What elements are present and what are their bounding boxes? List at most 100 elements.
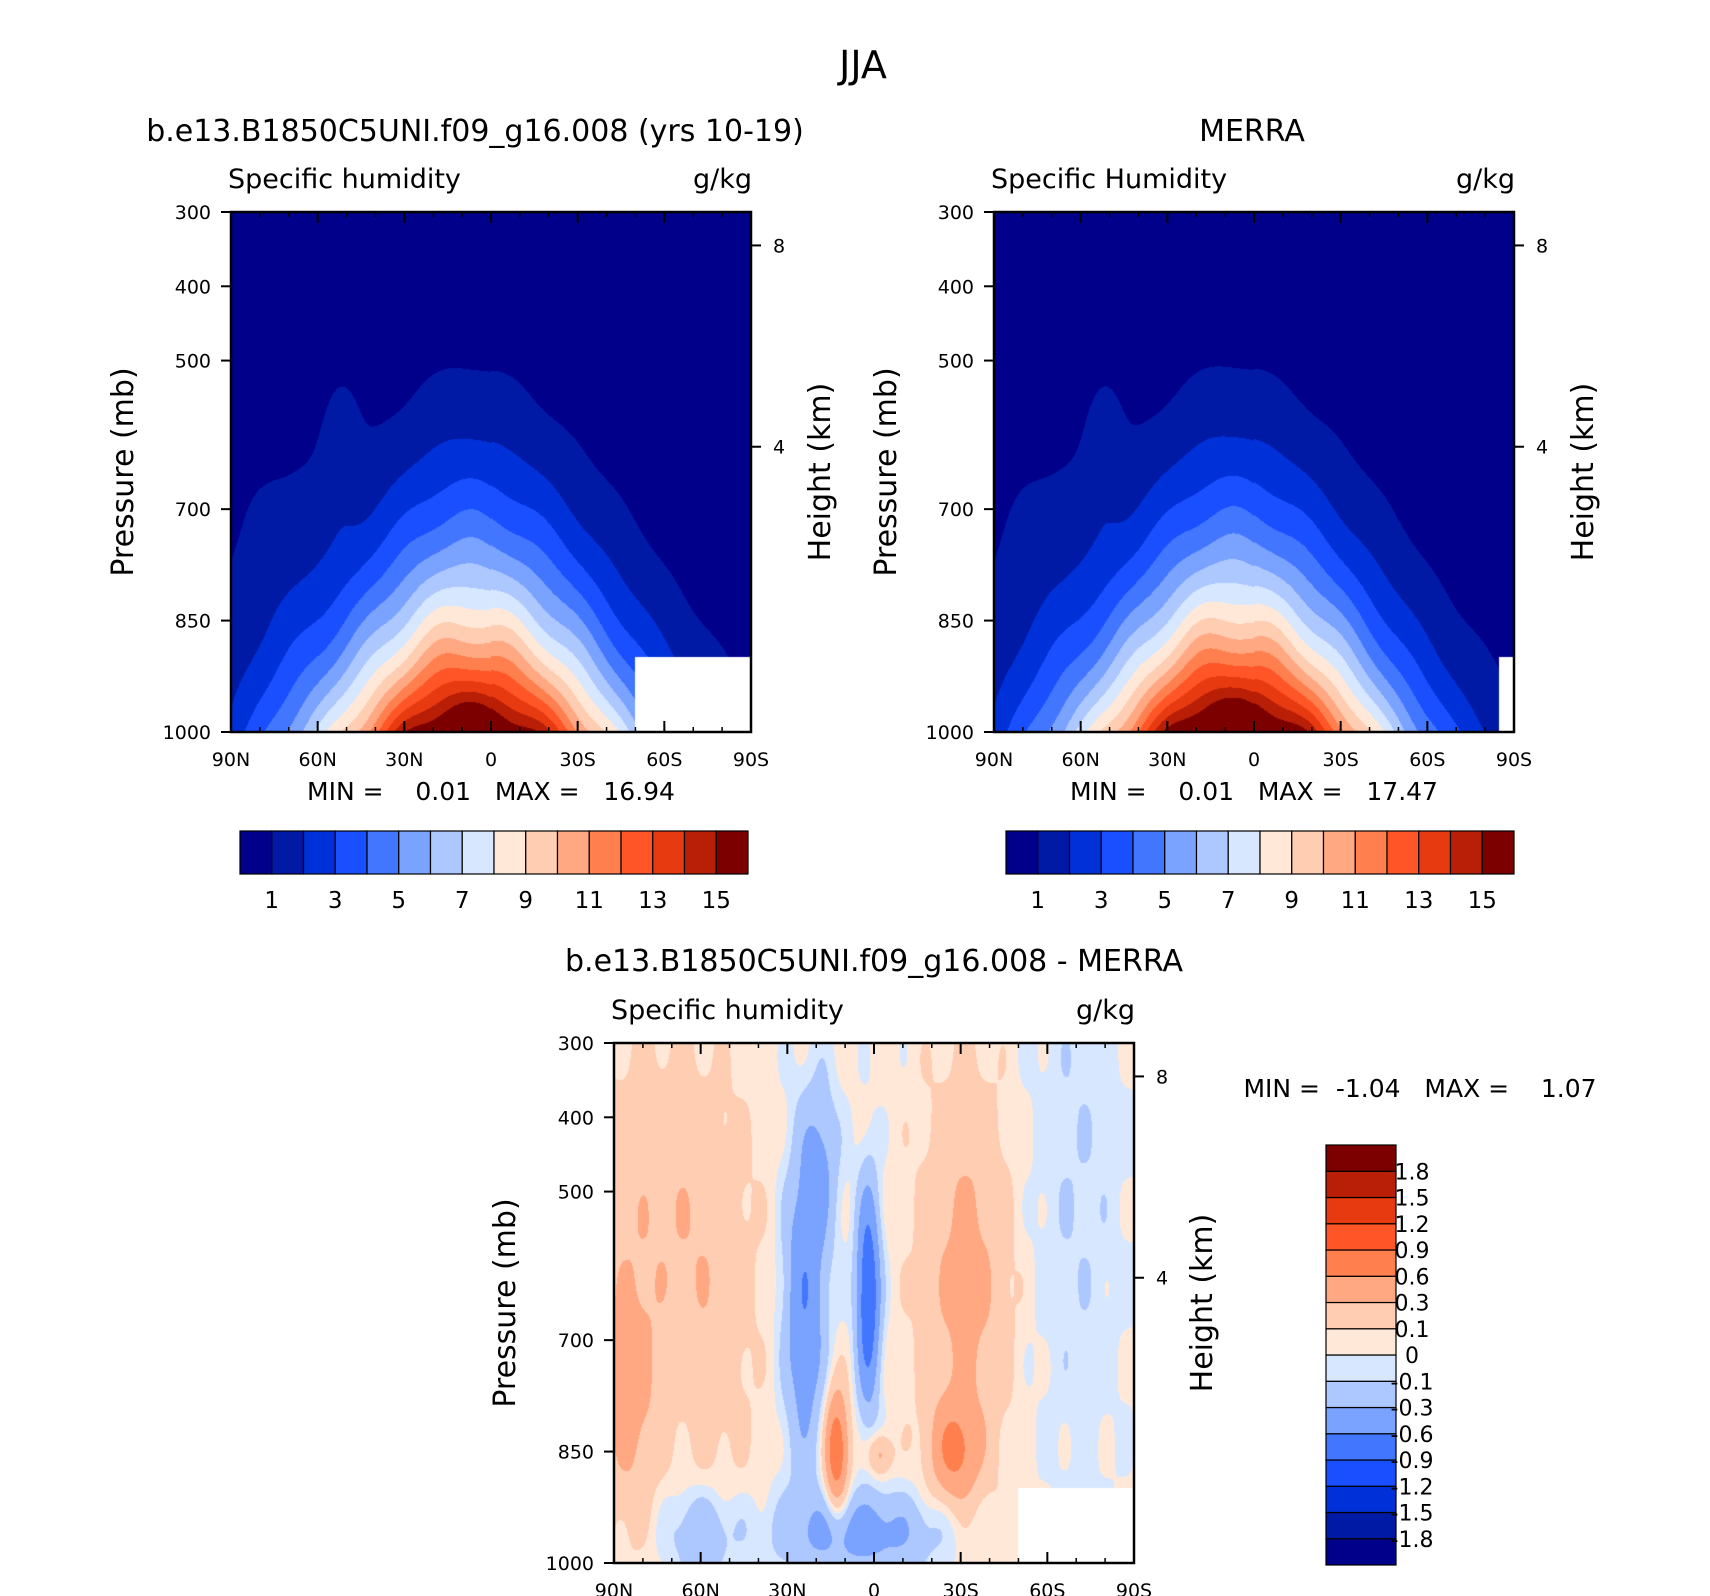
colorbar-swatch — [1325, 1380, 1397, 1409]
y-tick-label: 700 — [558, 1330, 594, 1352]
heatmap-image — [994, 212, 1514, 732]
x-tick-label: 60S — [1029, 1580, 1065, 1596]
panel-title: b.e13.B1850C5UNI.f09_g16.008 (yrs 10-19) — [146, 114, 804, 149]
x-tick-label: 90S — [1496, 749, 1532, 771]
y-tick-label: 850 — [175, 611, 211, 633]
colorbar-label: -0.3 — [1391, 1397, 1434, 1422]
y-tick-label: 500 — [938, 351, 974, 373]
y-right-axis-label: Height (km) — [803, 383, 838, 562]
y-tick-label: 300 — [938, 202, 974, 224]
colorbar-swatch — [1325, 1354, 1397, 1382]
x-tick-label: 30N — [385, 749, 423, 771]
colorbar-label: 9 — [518, 888, 533, 914]
y-tick-label: 300 — [558, 1033, 594, 1055]
y-right-axis-label: Height (km) — [1185, 1214, 1220, 1393]
y-tick-label: 1000 — [926, 722, 974, 744]
colorbar-label: 0.3 — [1395, 1292, 1430, 1317]
y-tick-label: 300 — [175, 202, 211, 224]
colorbar-swatch — [556, 830, 590, 875]
y-axis-label: Pressure (mb) — [106, 367, 141, 576]
colorbar-label: 0.6 — [1395, 1265, 1430, 1290]
figure-title: JJA — [837, 43, 887, 87]
colorbar-label: -0.1 — [1391, 1370, 1434, 1395]
y-tick-label: 400 — [558, 1107, 594, 1129]
colorbar-label: 1.2 — [1395, 1213, 1430, 1238]
colorbar-swatch — [461, 830, 495, 875]
colorbar-swatch — [1227, 830, 1261, 875]
colorbar-swatch — [1291, 830, 1325, 875]
colorbar-swatch — [1068, 830, 1102, 875]
colorbar-swatch — [588, 830, 622, 875]
y-right-tick-label: 4 — [1156, 1268, 1168, 1290]
axis-ticks: 90N 60N 30N 0 30S 60S 90S 300 400 500 700 850 1000 8 4 — [546, 1033, 1168, 1596]
colorbar-label: 1 — [1030, 888, 1045, 914]
colorbar: 1 3 5 7 9 11 13 15 — [239, 830, 749, 914]
min-max-readout: MIN = 0.01 MAX = 16.94 — [307, 777, 675, 806]
colorbar: 1 3 5 7 9 11 13 15 — [1005, 830, 1515, 914]
x-tick-label: 90N — [212, 749, 250, 771]
panel-subtitle-right: g/kg — [1076, 995, 1135, 1026]
colorbar-swatch — [1259, 830, 1293, 875]
x-tick-label: 60N — [298, 749, 336, 771]
colorbar-swatch — [525, 830, 559, 875]
colorbar-swatch — [1100, 830, 1134, 875]
colorbar-label: 0 — [1405, 1344, 1419, 1369]
colorbar-swatch — [1325, 1328, 1397, 1356]
colorbar-swatch — [334, 830, 368, 875]
colorbar-label: -1.2 — [1391, 1475, 1434, 1500]
y-axis-label: Pressure (mb) — [488, 1198, 523, 1407]
panel-title: b.e13.B1850C5UNI.f09_g16.008 - MERRA — [565, 944, 1183, 979]
panel-model: b.e13.B1850C5UNI.f09_g16.008 (yrs 10-19)… — [106, 114, 838, 914]
y-tick-label: 700 — [175, 499, 211, 521]
x-tick-label: 90S — [1116, 1580, 1152, 1596]
x-tick-label: 0 — [485, 749, 497, 771]
colorbar-swatch — [429, 830, 463, 875]
y-right-tick-label: 8 — [1536, 235, 1548, 257]
colorbar-label: 11 — [1341, 888, 1370, 914]
x-tick-label: 60N — [681, 1580, 719, 1596]
min-max-readout: MIN = -1.04 MAX = 1.07 — [1243, 1074, 1596, 1103]
colorbar-swatch — [1354, 830, 1388, 875]
colorbar-swatch — [1449, 830, 1483, 875]
colorbar-label: 1.5 — [1395, 1187, 1430, 1212]
y-axis-label: Pressure (mb) — [869, 367, 904, 576]
x-tick-label: 30S — [1323, 749, 1359, 771]
axis-ticks: 90N 60N 30N 0 30S 60S 90S 300 400 500 700 850 1000 8 4 — [926, 202, 1548, 771]
y-tick-label: 500 — [558, 1182, 594, 1204]
colorbar-swatch — [1132, 830, 1166, 875]
colorbar-swatch — [1195, 830, 1229, 875]
colorbar-label: 15 — [702, 888, 731, 914]
x-tick-label: 90N — [975, 749, 1013, 771]
x-tick-label: 60S — [646, 749, 682, 771]
colorbar-label: 3 — [1094, 888, 1109, 914]
y-tick-label: 1000 — [546, 1553, 594, 1575]
x-tick-label: 30S — [560, 749, 596, 771]
colorbar-label: 15 — [1468, 888, 1497, 914]
colorbar: 1.81.51.20.90.60.30.10-0.1-0.3-0.6-0.9-1… — [1325, 1144, 1434, 1566]
x-tick-label: 30N — [1148, 749, 1186, 771]
y-right-tick-label: 4 — [1536, 437, 1548, 459]
colorbar-swatch — [1325, 1433, 1397, 1461]
colorbar-swatch — [1325, 1538, 1397, 1566]
y-tick-label: 850 — [938, 611, 974, 633]
colorbar-swatch — [620, 830, 654, 875]
panel-difference: b.e13.B1850C5UNI.f09_g16.008 - MERRA Spe… — [488, 944, 1597, 1596]
x-tick-label: 60S — [1409, 749, 1445, 771]
heatmap-image — [231, 212, 751, 732]
colorbar-label: 5 — [391, 888, 406, 914]
colorbar-label: 9 — [1284, 888, 1299, 914]
colorbar-swatch — [715, 830, 749, 875]
y-right-tick-label: 8 — [773, 235, 785, 257]
colorbar-swatch — [1325, 1511, 1397, 1540]
x-tick-label: 60N — [1061, 749, 1099, 771]
colorbar-label: 11 — [575, 888, 604, 914]
panel-subtitle-right: g/kg — [693, 164, 752, 195]
colorbar-swatch — [493, 830, 527, 875]
colorbar-swatch — [1325, 1275, 1397, 1304]
heatmap-image — [614, 1043, 1134, 1563]
y-right-tick-label: 4 — [773, 437, 785, 459]
x-tick-label: 90N — [595, 1580, 633, 1596]
y-tick-label: 500 — [175, 351, 211, 373]
colorbar-label: 0.9 — [1395, 1239, 1430, 1264]
colorbar-label: 0.1 — [1395, 1318, 1430, 1343]
